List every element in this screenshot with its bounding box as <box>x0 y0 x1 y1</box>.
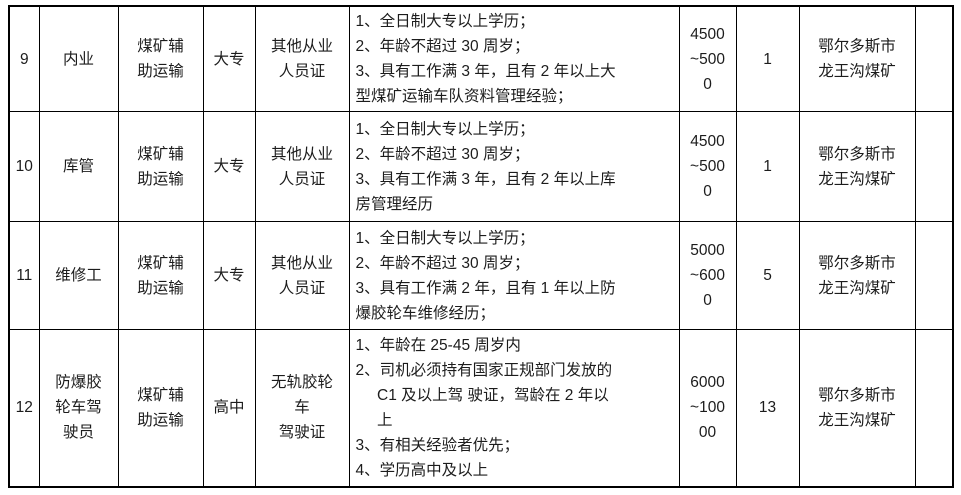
cell-note <box>914 5 954 112</box>
cell-index: 12 <box>8 329 40 487</box>
table-row: 12 防爆胶 轮车驾 驶员 煤矿辅 助运输 高中 无轨胶轮 车 驾驶证 1、年龄… <box>8 329 954 487</box>
cell-note <box>914 329 954 487</box>
cell-certificate: 其他从业 人员证 <box>254 221 350 330</box>
cell-education: 高中 <box>202 329 256 487</box>
cell-education: 大专 <box>202 111 256 222</box>
cell-job-title: 库管 <box>38 111 119 222</box>
cell-requirements: 1、全日制大专以上学历； 2、年龄不超过 30 周岁； 3、具有工作满 3 年，… <box>348 5 680 112</box>
cell-index: 10 <box>8 111 40 222</box>
recruitment-table: 9 内业 煤矿辅 助运输 大专 其他从业 人员证 1、全日制大专以上学历； 2、… <box>8 5 954 488</box>
cell-job-title: 维修工 <box>38 221 119 330</box>
cell-headcount: 1 <box>735 111 800 222</box>
cell-headcount: 13 <box>735 329 800 487</box>
cell-location: 鄂尔多斯市 龙王沟煤矿 <box>798 221 916 330</box>
cell-note <box>914 111 954 222</box>
cell-job-title: 防爆胶 轮车驾 驶员 <box>38 329 119 487</box>
cell-certificate: 无轨胶轮 车 驾驶证 <box>254 329 350 487</box>
cell-certificate: 其他从业 人员证 <box>254 111 350 222</box>
table-row: 9 内业 煤矿辅 助运输 大专 其他从业 人员证 1、全日制大专以上学历； 2、… <box>8 5 954 112</box>
cell-requirements: 1、全日制大专以上学历； 2、年龄不超过 30 周岁； 3、具有工作满 3 年，… <box>348 111 680 222</box>
table-row: 10 库管 煤矿辅 助运输 大专 其他从业 人员证 1、全日制大专以上学历； 2… <box>8 111 954 222</box>
cell-headcount: 5 <box>735 221 800 330</box>
cell-department: 煤矿辅 助运输 <box>117 329 204 487</box>
cell-note <box>914 221 954 330</box>
cell-certificate: 其他从业 人员证 <box>254 5 350 112</box>
cell-salary: 4500 ~500 0 <box>678 5 737 112</box>
cell-department: 煤矿辅 助运输 <box>117 111 204 222</box>
cell-education: 大专 <box>202 221 256 330</box>
cell-salary: 6000 ~100 00 <box>678 329 737 487</box>
cell-salary: 4500 ~500 0 <box>678 111 737 222</box>
cell-index: 11 <box>8 221 40 330</box>
cell-location: 鄂尔多斯市 龙王沟煤矿 <box>798 111 916 222</box>
cell-salary: 5000 ~600 0 <box>678 221 737 330</box>
cell-department: 煤矿辅 助运输 <box>117 5 204 112</box>
cell-education: 大专 <box>202 5 256 112</box>
table-row: 11 维修工 煤矿辅 助运输 大专 其他从业 人员证 1、全日制大专以上学历； … <box>8 221 954 330</box>
cell-department: 煤矿辅 助运输 <box>117 221 204 330</box>
cell-requirements: 1、全日制大专以上学历； 2、年龄不超过 30 周岁； 3、具有工作满 2 年，… <box>348 221 680 330</box>
cell-requirements: 1、年龄在 25-45 周岁内 2、司机必须持有国家正规部门发放的 C1 及以上… <box>348 329 680 487</box>
cell-index: 9 <box>8 5 40 112</box>
cell-location: 鄂尔多斯市 龙王沟煤矿 <box>798 329 916 487</box>
cell-headcount: 1 <box>735 5 800 112</box>
cell-location: 鄂尔多斯市 龙王沟煤矿 <box>798 5 916 112</box>
cell-job-title: 内业 <box>38 5 119 112</box>
